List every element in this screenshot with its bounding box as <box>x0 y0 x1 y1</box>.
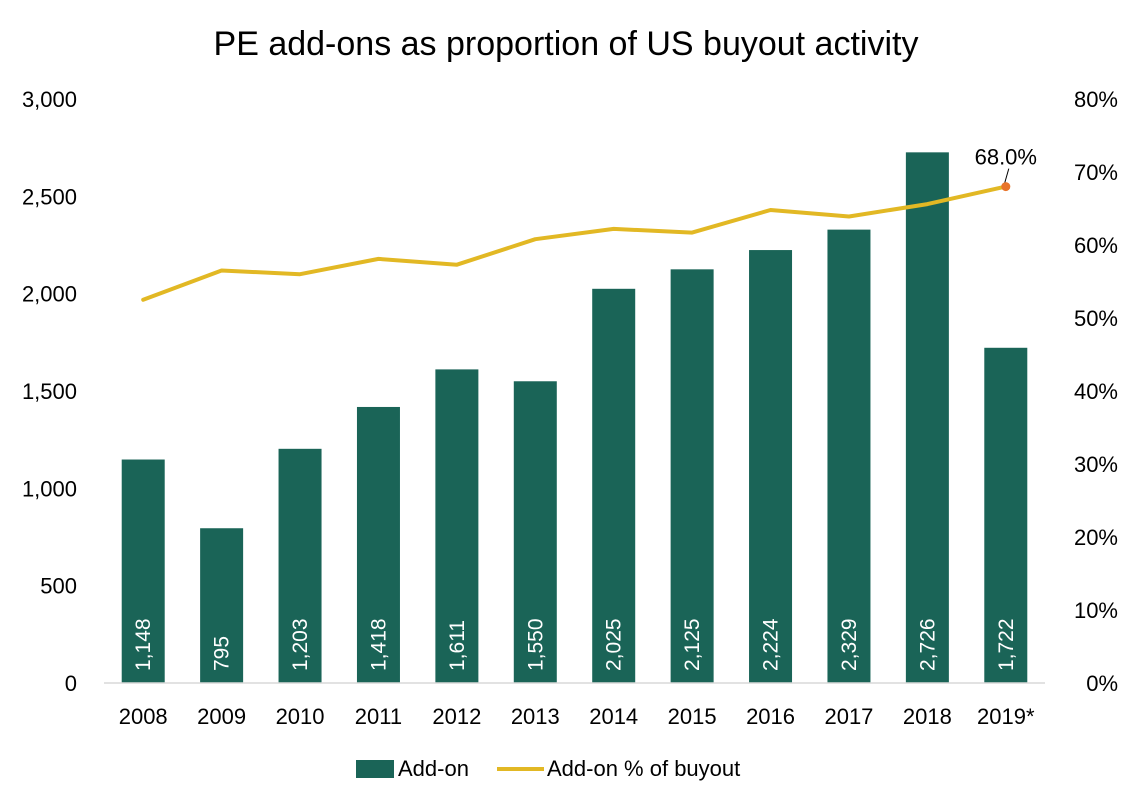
bar <box>670 269 714 683</box>
x-tick-label: 2010 <box>276 704 325 729</box>
bar <box>200 528 244 683</box>
right-tick-label: 50% <box>1074 306 1118 331</box>
legend: Add-on Add-on % of buyout <box>356 756 740 781</box>
bar-data-label: 1,722 <box>995 618 1018 671</box>
right-y-axis: 0% 10% 20% 30% 40% 50% 60% 70% 80% <box>1074 87 1118 696</box>
x-tick-label: 2013 <box>511 704 560 729</box>
left-y-axis: 0 500 1,000 1,500 2,000 2,500 3,000 <box>22 87 77 696</box>
bar <box>749 250 793 683</box>
left-tick-label: 0 <box>65 671 77 696</box>
x-tick-label: 2019* <box>977 704 1035 729</box>
bar <box>905 152 949 683</box>
left-tick-label: 500 <box>40 574 77 599</box>
x-tick-label: 2018 <box>903 704 952 729</box>
right-tick-label: 0% <box>1086 671 1118 696</box>
right-tick-label: 60% <box>1074 233 1118 258</box>
legend-swatch-bar <box>356 760 394 778</box>
bar <box>827 229 871 683</box>
bar-data-label: 2,224 <box>760 618 783 671</box>
x-tick-label: 2014 <box>589 704 638 729</box>
bar <box>356 406 400 683</box>
right-tick-label: 80% <box>1074 87 1118 112</box>
bar <box>513 381 557 683</box>
line-series <box>141 184 1008 302</box>
right-tick-label: 70% <box>1074 160 1118 185</box>
x-tick-label: 2011 <box>355 704 402 729</box>
x-tick-label: 2008 <box>119 704 168 729</box>
x-tick-label: 2016 <box>746 704 795 729</box>
annotation-leader-line <box>1004 168 1010 183</box>
right-tick-label: 20% <box>1074 525 1118 550</box>
bar-data-label: 1,611 <box>446 620 469 671</box>
chart-title: PE add-ons as proportion of US buyout ac… <box>214 25 919 63</box>
bar <box>984 347 1028 683</box>
x-axis: 2008 2009 2010 2011 2012 2013 2014 2015 2016 2017… <box>119 704 1035 729</box>
bar-data-label: 2,125 <box>681 618 704 671</box>
x-tick-label: 2015 <box>668 704 717 729</box>
annotation: 68.0% <box>975 145 1037 192</box>
bar-data-label: 795 <box>211 636 234 671</box>
x-tick-label: 2012 <box>432 704 481 729</box>
right-tick-label: 30% <box>1074 452 1118 477</box>
right-tick-label: 40% <box>1074 379 1118 404</box>
x-tick-label: 2017 <box>824 704 873 729</box>
bar <box>121 459 165 683</box>
left-tick-label: 2,500 <box>22 184 77 209</box>
annotation-label: 68.0% <box>975 145 1037 170</box>
right-tick-label: 10% <box>1074 598 1118 623</box>
annotation-marker <box>1001 182 1011 192</box>
bar-series: 1,148 795 1,203 1,418 1,611 1,550 2,025 2,125 2,… <box>121 152 1028 683</box>
bar-data-label: 1,550 <box>524 618 547 671</box>
bar-data-label: 1,148 <box>132 618 155 671</box>
bar-data-label: 1,418 <box>367 618 390 671</box>
bar <box>592 288 636 683</box>
left-tick-label: 1,500 <box>22 379 77 404</box>
legend-label-line: Add-on % of buyout <box>547 756 740 781</box>
bar-data-label: 2,329 <box>838 618 861 671</box>
bar <box>435 369 479 683</box>
bar-data-label: 2,025 <box>603 618 626 671</box>
left-tick-label: 1,000 <box>22 476 77 501</box>
bar-data-label: 1,203 <box>289 618 312 671</box>
left-tick-label: 2,000 <box>22 282 77 307</box>
bar-data-label: 2,726 <box>916 618 939 671</box>
x-tick-label: 2009 <box>197 704 246 729</box>
bar <box>278 448 322 683</box>
line-series-path <box>141 184 1008 302</box>
left-tick-label: 3,000 <box>22 87 77 112</box>
legend-label-bar: Add-on <box>398 756 469 781</box>
